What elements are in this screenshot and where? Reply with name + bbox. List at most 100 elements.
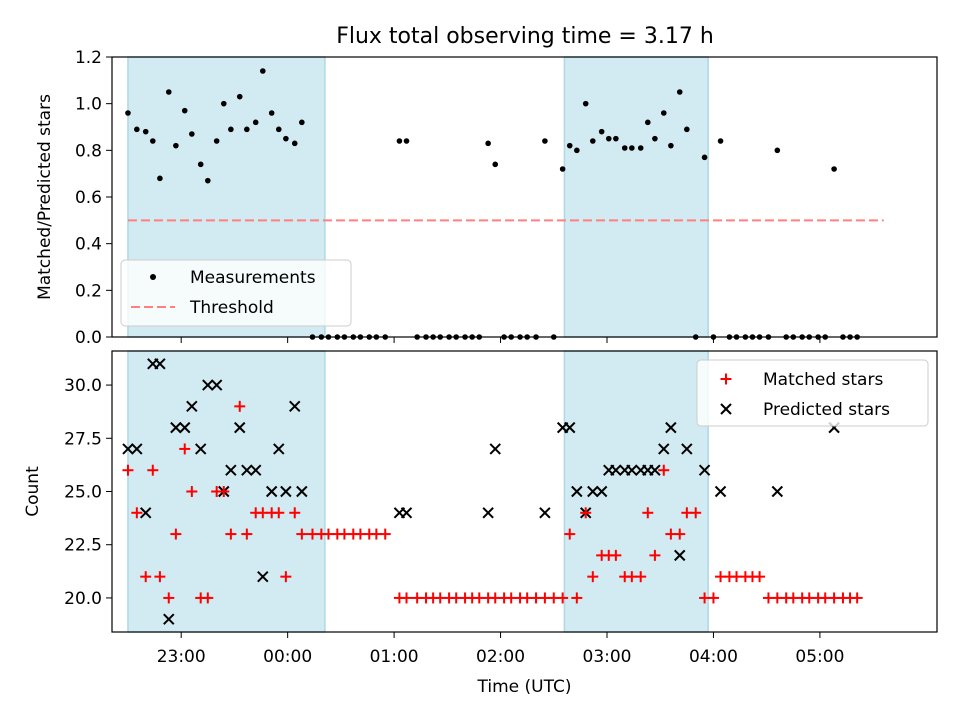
measurement-point bbox=[605, 135, 612, 142]
legend-measurements-marker bbox=[150, 274, 156, 280]
measurement-point bbox=[244, 126, 250, 133]
measurement-point bbox=[660, 110, 667, 116]
matched-star-point bbox=[674, 528, 686, 540]
matched-star-point bbox=[587, 571, 599, 583]
x-tick-label: 02:00 bbox=[476, 647, 525, 667]
matched-star-point bbox=[401, 592, 413, 604]
matched-stars-points bbox=[122, 400, 863, 604]
bottom-plot-frame bbox=[111, 350, 938, 633]
measurement-point bbox=[157, 175, 163, 182]
y-tick-label: 0.2 bbox=[75, 281, 102, 301]
cross-stroke-b bbox=[170, 421, 182, 434]
matched-star-point bbox=[580, 507, 592, 519]
y-tick-label: 30.0 bbox=[64, 376, 102, 396]
predicted-star-point bbox=[234, 421, 246, 434]
measurement-point bbox=[134, 126, 140, 133]
predicted-star-point bbox=[665, 421, 677, 434]
cross-stroke-b bbox=[122, 443, 134, 455]
top-panel: 0.0 0.2 0.4 0.6 0.8 1.0 1.2 Matched/Predicted … bbox=[35, 48, 938, 348]
measurement-point bbox=[652, 135, 658, 142]
y-tick-label: 0.0 bbox=[75, 328, 102, 348]
predicted-star-point bbox=[170, 421, 182, 434]
cross-stroke-b bbox=[571, 485, 583, 498]
cross-stroke-b bbox=[595, 485, 608, 498]
matched-star-point bbox=[649, 549, 661, 561]
matched-star-point bbox=[186, 486, 198, 497]
legend-threshold-label: Threshold bbox=[189, 298, 274, 318]
measurement-point bbox=[125, 110, 131, 116]
cross-stroke-b bbox=[210, 379, 223, 391]
matched-star-point bbox=[218, 486, 230, 497]
predicted-star-point bbox=[195, 443, 207, 455]
legend-matched-marker bbox=[720, 373, 732, 385]
predicted-star-point bbox=[539, 507, 551, 519]
predicted-star-point bbox=[571, 485, 583, 498]
measurement-point bbox=[574, 147, 580, 154]
cross-stroke-b bbox=[140, 507, 152, 519]
cross-stroke-b bbox=[610, 464, 622, 476]
measurement-point bbox=[684, 126, 690, 133]
matched-star-point bbox=[851, 592, 863, 604]
cross-stroke-b bbox=[698, 464, 711, 476]
measurement-point bbox=[403, 138, 410, 144]
cross-stroke-b bbox=[771, 485, 784, 498]
matched-star-point bbox=[273, 507, 285, 519]
cross-stroke-b bbox=[257, 570, 269, 583]
predicted-star-point bbox=[587, 485, 599, 498]
x-tick-label: 00:00 bbox=[263, 647, 312, 667]
measurement-point bbox=[637, 145, 644, 151]
cross-stroke-b bbox=[482, 507, 494, 519]
matched-star-point bbox=[179, 443, 191, 455]
predicted-star-point bbox=[280, 485, 292, 498]
measurement-point bbox=[197, 161, 204, 168]
chart-title: Flux total observing time = 3.17 h bbox=[336, 24, 714, 49]
predicted-star-point bbox=[564, 421, 576, 434]
measurement-point bbox=[205, 177, 211, 184]
matched-star-point bbox=[642, 507, 654, 519]
cross-stroke-b bbox=[273, 443, 285, 455]
matched-star-point bbox=[147, 464, 159, 476]
matched-star-point bbox=[707, 592, 719, 604]
predicted-star-point bbox=[649, 464, 661, 476]
matched-star-point bbox=[280, 571, 292, 583]
matched-star-point bbox=[202, 592, 214, 604]
highlight-span bbox=[563, 350, 709, 633]
cross-stroke-b bbox=[225, 464, 237, 476]
predicted-star-point bbox=[154, 358, 166, 370]
bottom-y-ticks: 20.0 22.5 25.0 27.5 30.0 bbox=[64, 376, 112, 609]
measurement-point bbox=[291, 140, 298, 147]
top-measurement-points bbox=[125, 68, 860, 340]
measurement-point bbox=[173, 142, 179, 149]
measurement-point bbox=[542, 138, 548, 144]
measurement-point bbox=[181, 107, 188, 114]
predicted-star-point bbox=[122, 443, 134, 455]
predicted-star-point bbox=[595, 485, 608, 498]
predicted-star-point bbox=[179, 421, 191, 434]
predicted-star-point bbox=[296, 485, 308, 498]
top-legend-box bbox=[120, 259, 352, 327]
matched-star-point bbox=[296, 528, 308, 540]
predicted-star-point bbox=[681, 443, 693, 455]
matched-star-point bbox=[289, 507, 301, 519]
y-tick-label: 25.0 bbox=[64, 483, 102, 503]
measurement-point bbox=[485, 140, 491, 147]
cross-stroke-b bbox=[296, 485, 308, 498]
measurement-point bbox=[236, 93, 243, 100]
cross-stroke-b bbox=[250, 464, 262, 476]
measurement-point bbox=[582, 100, 589, 107]
cross-stroke-b bbox=[131, 443, 143, 455]
measurement-point bbox=[598, 128, 605, 135]
predicted-star-point bbox=[714, 485, 727, 498]
predicted-star-point bbox=[241, 464, 253, 476]
cross-stroke-b bbox=[720, 403, 732, 415]
measurement-point bbox=[701, 154, 708, 161]
measurement-point bbox=[252, 119, 259, 126]
matched-star-point bbox=[564, 528, 576, 540]
measurement-point bbox=[668, 142, 674, 149]
matched-star-point bbox=[571, 592, 583, 604]
cross-stroke-b bbox=[681, 443, 693, 455]
x-tick-label: 05:00 bbox=[795, 647, 844, 667]
predicted-star-point bbox=[626, 464, 638, 476]
matched-star-point bbox=[131, 507, 143, 519]
